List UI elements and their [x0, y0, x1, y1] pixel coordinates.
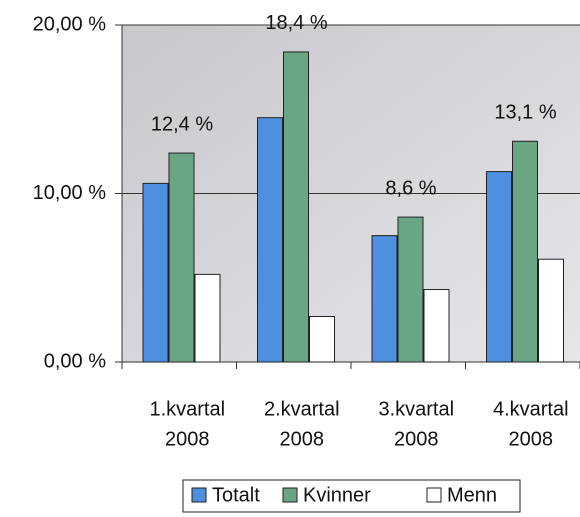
legend-label: Kvinner [303, 484, 371, 506]
x-tick-label: 2008 [509, 428, 554, 450]
x-tick-label: 2008 [280, 428, 325, 450]
x-tick-label: 1.kvartal [149, 398, 225, 420]
bar [194, 273, 221, 363]
legend-swatch [426, 487, 442, 503]
bar [486, 171, 512, 363]
x-tick-label: 4.kvartal [493, 398, 569, 420]
bar [538, 258, 564, 363]
data-label: 12,4 % [151, 113, 213, 135]
bar [423, 289, 450, 363]
bar [257, 117, 283, 363]
legend-label: Menn [447, 484, 497, 506]
data-label: 8,6 % [385, 177, 436, 199]
x-tick-label: 2008 [394, 428, 439, 450]
bar [283, 51, 309, 363]
legend-label: Totalt [212, 484, 260, 506]
legend-swatch [191, 487, 207, 503]
legend-box [182, 479, 521, 513]
bar [371, 235, 398, 363]
bar [397, 216, 424, 363]
x-tick-label: 3.kvartal [378, 398, 454, 420]
y-tick-label: 10,00 % [33, 182, 107, 204]
y-tick-label: 20,00 % [33, 13, 107, 35]
data-label: 18,4 % [265, 12, 327, 34]
bar [168, 152, 195, 363]
data-label: 13,1 % [494, 102, 556, 124]
x-tick-label: 2.kvartal [264, 398, 340, 420]
x-tick-label: 2008 [165, 428, 210, 450]
bar [142, 182, 169, 363]
bar [512, 140, 538, 363]
bar [309, 316, 335, 363]
y-tick-label: 0,00 % [44, 350, 106, 372]
legend-swatch [282, 487, 298, 503]
